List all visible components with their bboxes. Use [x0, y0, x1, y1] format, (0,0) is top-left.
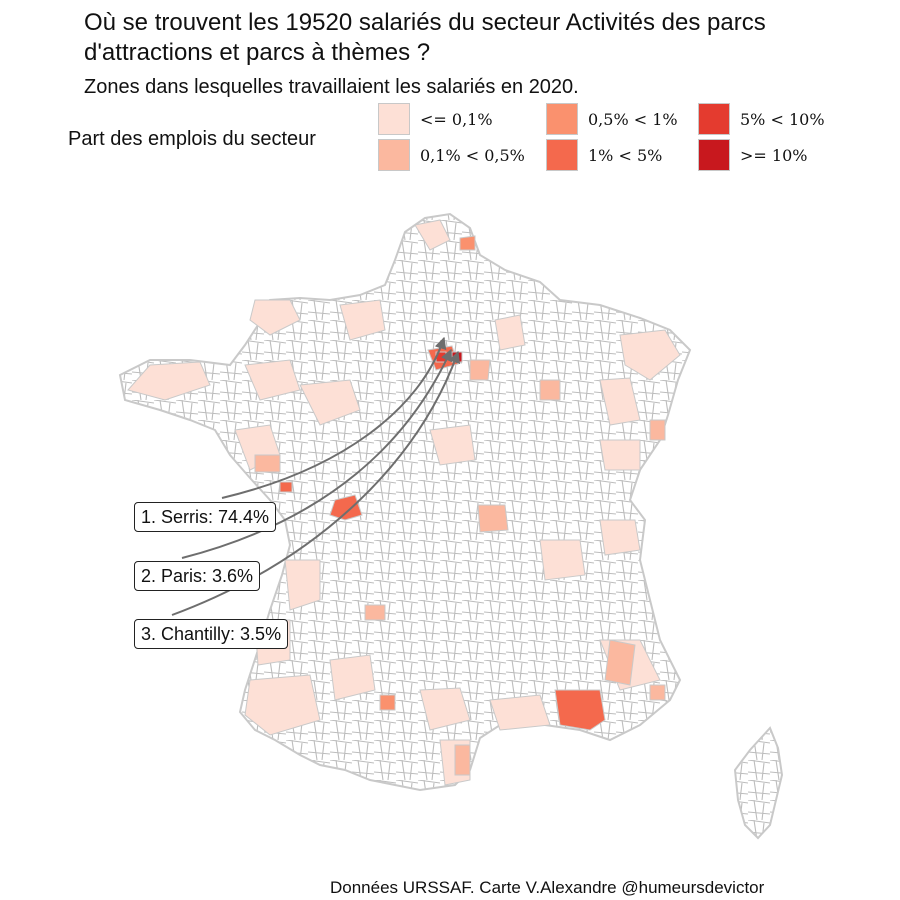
- legend-label: 1% < 5%: [588, 145, 663, 165]
- legend-label: <= 0,1%: [420, 109, 493, 129]
- legend-item: 5% < 10%: [698, 103, 825, 135]
- zones-medium-share: [279, 235, 606, 731]
- legend-swatch: [378, 139, 410, 171]
- legend-swatch: [698, 139, 730, 171]
- source-caption: Données URSSAF. Carte V.Alexandre @humeu…: [330, 878, 765, 897]
- legend-item: 0,1% < 0,5%: [378, 139, 525, 171]
- legend-swatch: [378, 103, 410, 135]
- legend-title: Part des emplois du secteur: [68, 128, 316, 150]
- map-title: Où se trouvent les 19520 salariés du sec…: [84, 9, 766, 66]
- legend-label: 0,5% < 1%: [588, 109, 678, 129]
- legend-swatch: [698, 103, 730, 135]
- legend-swatch: [546, 103, 578, 135]
- callout-paris: 2. Paris: 3.6%: [134, 561, 261, 591]
- callout-serris: 1. Serris: 74.4%: [134, 502, 277, 532]
- legend-label: 5% < 10%: [740, 109, 825, 129]
- legend-swatch: [546, 139, 578, 171]
- corsica: [733, 726, 784, 840]
- zones-low-share: [254, 359, 666, 776]
- legend: <= 0,1% 0,1% < 0,5% 0,5% < 1% 1% < 5% 5%…: [378, 103, 858, 173]
- legend-label: >= 10%: [740, 145, 808, 165]
- legend-item: <= 0,1%: [378, 103, 493, 135]
- legend-item: 0,5% < 1%: [546, 103, 678, 135]
- map-subtitle: Zones dans lesquelles travaillaient les …: [84, 76, 579, 98]
- legend-label: 0,1% < 0,5%: [420, 145, 525, 165]
- legend-item: >= 10%: [698, 139, 807, 171]
- callout-chantilly: 3. Chantilly: 3.5%: [134, 619, 289, 649]
- legend-item: 1% < 5%: [546, 139, 662, 171]
